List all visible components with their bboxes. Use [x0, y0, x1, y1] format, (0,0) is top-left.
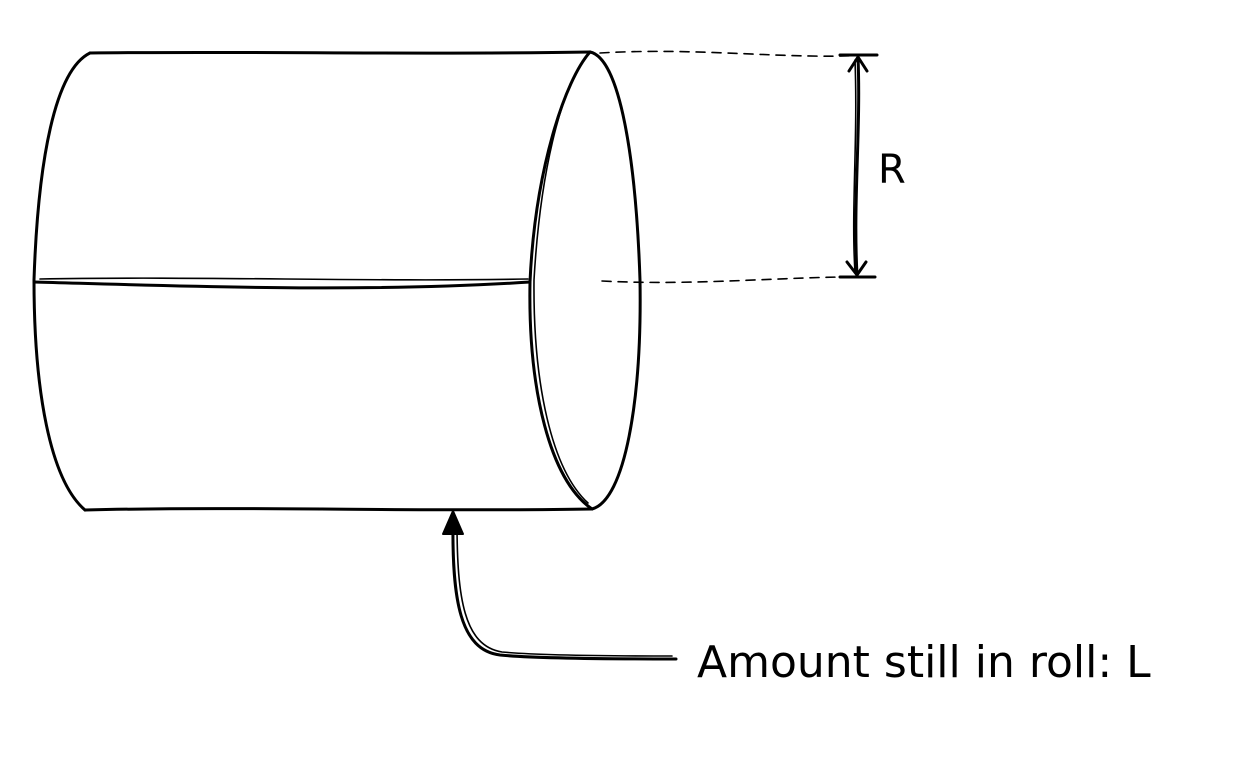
radius-arrow-shaft-sketch [852, 59, 857, 273]
end-cap-inner-ellipse-sketch [533, 57, 589, 504]
center-line-main [32, 280, 532, 290]
cylinder-body [32, 50, 594, 512]
cylinder-left-edge [32, 51, 92, 512]
cylinder-top-edge [88, 50, 592, 55]
radius-arrow-shaft [854, 55, 861, 277]
cylinder-bottom-edge [83, 507, 594, 512]
callout-arrowhead [442, 510, 464, 535]
radius-dimension: R [838, 53, 906, 279]
center-line-sketch [39, 277, 529, 281]
radius-guide-bottom [601, 276, 867, 284]
callout-arrow-path-sketch [456, 521, 673, 657]
callout-label: Amount still in roll: L [697, 637, 1151, 688]
radius-arrowhead-top [847, 55, 869, 73]
radius-guide-top [599, 50, 867, 57]
radius-arrowhead-bottom [845, 260, 868, 277]
radius-label: R [878, 147, 906, 193]
callout-arrow [442, 510, 678, 661]
cylinder-end-cap [528, 50, 642, 511]
callout-arrow-path [451, 518, 678, 661]
center-line [32, 277, 532, 290]
end-cap-inner-ellipse [528, 50, 594, 511]
end-cap-outer-ellipse [588, 50, 642, 511]
